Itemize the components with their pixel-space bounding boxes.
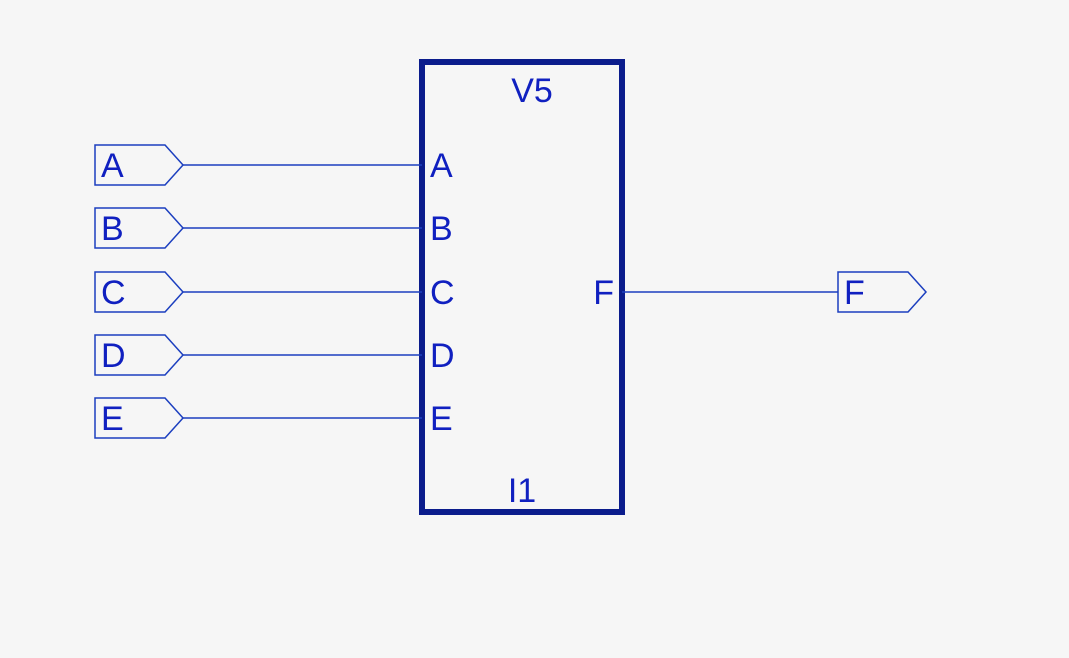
block-input-label-a: A (430, 147, 453, 185)
block-input-label-e: E (430, 400, 453, 438)
block-input-label-d: D (430, 337, 455, 375)
input-port-label-c: C (101, 274, 126, 312)
input-port-label-d: D (101, 337, 126, 375)
input-port-label-e: E (101, 400, 124, 438)
output-port-label: F (844, 274, 865, 312)
block-input-label-c: C (430, 274, 455, 312)
input-port-label-b: B (101, 210, 124, 248)
schematic-canvas: V5I1ABCDEFABCDEF (0, 0, 1069, 658)
block-top-label: V5 (511, 72, 553, 110)
block-input-label-b: B (430, 210, 453, 248)
block-bottom-label: I1 (508, 472, 536, 510)
block-output-label: F (593, 274, 614, 312)
input-port-label-a: A (101, 147, 124, 185)
